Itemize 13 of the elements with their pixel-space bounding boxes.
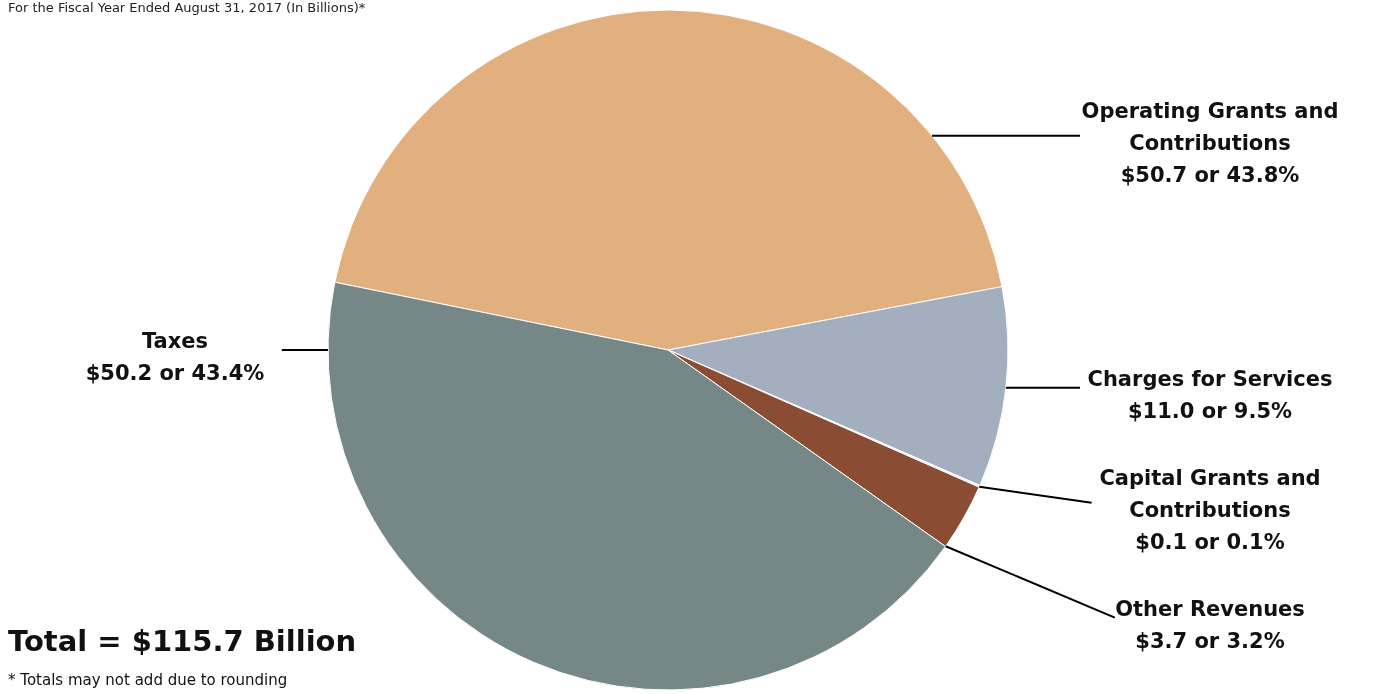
data-label: $3.7 or 3.2% (1135, 628, 1285, 653)
slice-label: Taxes (141, 329, 209, 353)
slice-label: Operating Grants and Contributions (1081, 98, 1339, 155)
slice-label: Capital Grants and Contributions (1099, 465, 1321, 522)
data-label: $50.2 or 43.4% (85, 361, 265, 385)
data-label: $50.7 or 43.8% (1120, 162, 1300, 187)
text: * Totals may not add due to rounding (8, 671, 288, 689)
data-label: $0.1 or 0.1% (1135, 529, 1285, 554)
slice-label: Other Revenues (1115, 596, 1305, 621)
text: Total = $115.7 Billion (8, 624, 357, 658)
slice-label: Charges for Services (1087, 366, 1333, 391)
data-label: $11.0 or 9.5% (1127, 398, 1293, 423)
chart-title: For the Fiscal Year Ended August 31, 2017 (In Billions)* (8, 0, 366, 15)
